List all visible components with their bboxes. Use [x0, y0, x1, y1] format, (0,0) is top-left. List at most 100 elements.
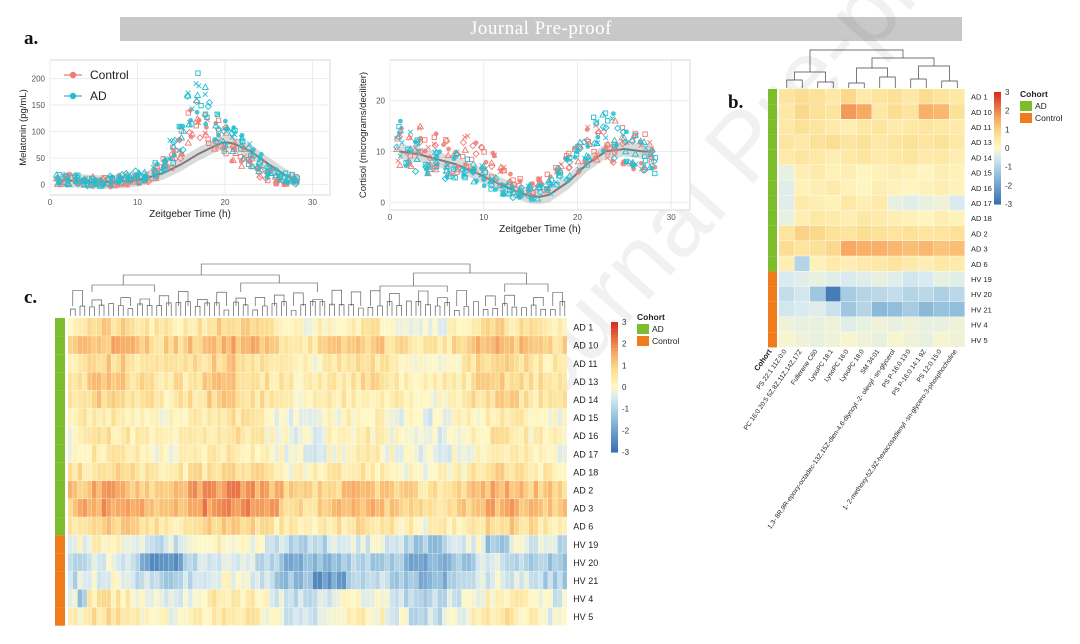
heatmap-c-cell: [552, 426, 558, 445]
heatmap-c-cell: [380, 571, 385, 590]
heatmap-c-cell: [370, 354, 375, 372]
heatmap-c-cell: [231, 607, 236, 626]
heatmap-c-cell: [221, 499, 227, 517]
heatmap-c-cell: [197, 553, 203, 572]
heatmap-c-cell: [140, 426, 145, 445]
heatmap-c-cell: [130, 571, 135, 590]
cortisol-point-control: [497, 163, 505, 171]
heatmap-c-cell: [370, 480, 375, 499]
heatmap-c-cell: [298, 336, 303, 354]
heatmap-c-cell: [336, 426, 342, 445]
heatmap-c-cell: [360, 553, 366, 572]
heatmap-c-cell: [360, 607, 366, 626]
heatmap-c-cell: [351, 535, 356, 553]
heatmap-b-cell: [810, 89, 826, 104]
heatmap-b-cell: [779, 149, 795, 165]
melatonin-point-ad: [204, 102, 212, 111]
heatmap-b-cell: [810, 271, 826, 287]
heatmap-c-cell: [456, 462, 462, 481]
heatmap-c-cell: [149, 589, 155, 608]
heatmap-c-cell: [360, 499, 366, 517]
melatonin-point-ad: [161, 158, 169, 166]
heatmap-c-cell: [159, 607, 164, 626]
heatmap-b-colorbar-segment: [994, 114, 1001, 118]
heatmap-c-cell: [140, 462, 145, 481]
heatmap-c-cell: [288, 372, 294, 391]
heatmap-c-cell: [212, 553, 217, 572]
heatmap-c-cell: [188, 390, 193, 409]
heatmap-c-colorbar-tick: 2: [622, 340, 627, 349]
heatmap-c-cell: [447, 553, 452, 572]
heatmap-b-cell: [856, 104, 872, 119]
heatmap-c-cell: [456, 553, 462, 572]
heatmap-c-cell: [164, 426, 169, 445]
heatmap-c-cell: [509, 462, 515, 481]
cortisol-point-ad: [650, 157, 658, 166]
melatonin-point-ad: [141, 174, 147, 180]
heatmap-c-cell: [240, 336, 246, 354]
heatmap-b-colorbar-segment: [994, 94, 1001, 99]
heatmap-c-cell: [524, 589, 529, 608]
heatmap-c-cell: [442, 589, 447, 608]
heatmap-c-cell: [500, 480, 505, 499]
heatmap-c-cell: [212, 354, 217, 372]
heatmap-c-cell: [341, 318, 347, 336]
heatmap-b-cell: [903, 241, 919, 256]
cortisol-point-ad: [624, 139, 630, 146]
cortisol-point-ad: [394, 132, 402, 140]
heatmap-c-cell: [135, 480, 140, 499]
heatmap-c-cell: [389, 408, 395, 427]
heatmap-c-cell: [116, 336, 121, 354]
heatmap-c-cell: [471, 426, 476, 445]
melatonin-point-ad: [167, 137, 173, 144]
heatmap-b-colorbar-tick: 1: [1005, 125, 1010, 134]
heatmap-c-cell: [216, 517, 222, 535]
heatmap-c-cell: [178, 535, 183, 553]
cortisol-point-ad: [500, 190, 506, 196]
heatmap-c-cell: [77, 444, 83, 463]
melatonin-point-control: [185, 128, 194, 137]
heatmap-c-cell: [260, 408, 265, 427]
melatonin-point-ad: [140, 168, 149, 176]
cortisol-point-control: [395, 158, 401, 164]
heatmap-c-cell: [452, 318, 457, 336]
heatmap-c-cell: [370, 571, 375, 590]
heatmap-c-cell: [284, 499, 289, 517]
heatmap-c-cell: [495, 517, 500, 535]
heatmap-b-cell: [841, 134, 857, 150]
heatmap-c-cell: [140, 408, 145, 427]
heatmap-c-cell: [279, 480, 284, 499]
heatmap-c-cell: [96, 336, 102, 354]
heatmap-c-cell: [207, 571, 212, 590]
heatmap-b-cell: [934, 286, 950, 302]
heatmap-c-cell: [264, 535, 270, 553]
heatmap-c-cell: [216, 336, 222, 354]
heatmap-b-colorbar-segment: [994, 167, 1001, 171]
heatmap-c-cell: [284, 535, 289, 553]
heatmap-b-colorbar-segment: [994, 131, 1001, 135]
heatmap-c-cell: [192, 426, 198, 445]
heatmap-c-cell: [548, 499, 553, 517]
heatmap-b-cell: [949, 332, 965, 347]
heatmap-b-cell: [779, 271, 795, 287]
heatmap-c-cohort-bar: [55, 444, 65, 463]
heatmap-c-cohort-bar: [55, 571, 65, 590]
heatmap-c-cell: [92, 517, 97, 535]
heatmap-c-colorbar-segment: [611, 354, 618, 359]
heatmap-c-cell: [504, 462, 510, 481]
heatmap-c-cell: [77, 480, 83, 499]
heatmap-c-colorbar-segment: [611, 393, 618, 398]
cortisol-point-control: [396, 161, 404, 168]
heatmap-c-cell: [202, 499, 207, 517]
heatmap-c-cell: [557, 372, 563, 391]
heatmap-c-cell: [120, 535, 126, 553]
heatmap-c-cell: [327, 499, 332, 517]
melatonin-xtick-label: 10: [133, 198, 142, 207]
heatmap-b-colorbar-segment: [994, 111, 1001, 115]
heatmap-c-cell: [504, 553, 510, 572]
heatmap-c-cell: [168, 390, 174, 409]
heatmap-c-cell: [384, 553, 390, 572]
heatmap-c-cell: [87, 354, 92, 372]
heatmap-c-cell: [96, 589, 102, 608]
heatmap-c-cell: [164, 336, 169, 354]
